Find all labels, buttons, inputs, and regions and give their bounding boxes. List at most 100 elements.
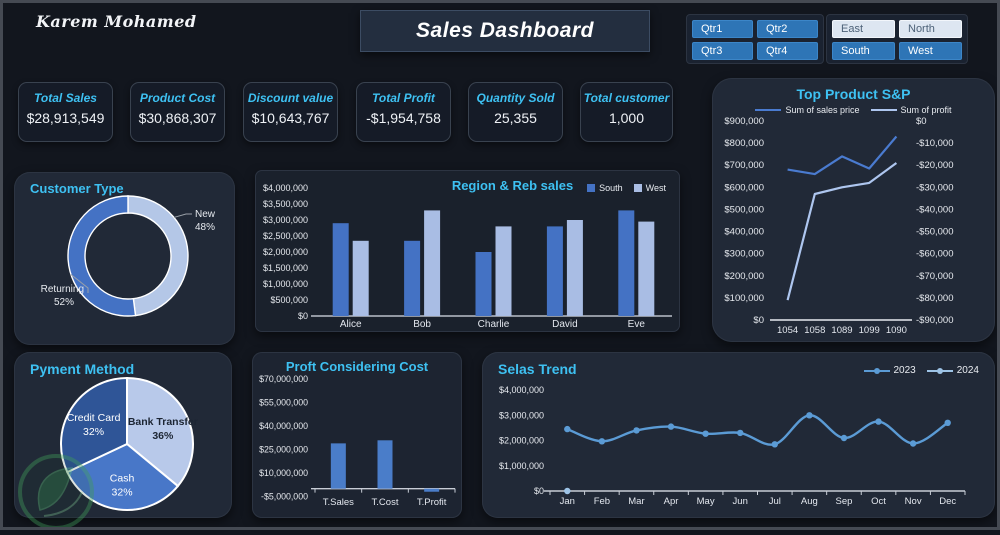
slicer-button-qtr4[interactable]: Qtr4 [757, 42, 818, 60]
category-label: 1099 [859, 325, 880, 336]
legend-swatch [587, 184, 596, 192]
y-axis-labels: $4,000,000 $3,000,000 $2,000,000 $1,000,000… [499, 385, 544, 496]
category-label: T.Cost [372, 497, 399, 508]
legend-label: West [645, 183, 666, 193]
category-label: David [552, 319, 578, 330]
svg-text:New: New [195, 209, 216, 220]
sales-trend-legend: 2023 2024 [863, 365, 979, 376]
slicer-button-qtr2[interactable]: Qtr2 [757, 20, 818, 38]
kpi-label: Product Cost [139, 91, 216, 105]
svg-text:-$80,000: -$80,000 [916, 293, 954, 304]
category-label: 1058 [804, 325, 825, 336]
svg-text:Credit Card: Credit Card [67, 412, 121, 424]
line-series [787, 135, 898, 176]
top-product-legend: Sum of sales price Sum of profit [712, 105, 995, 115]
category-label: T.Sales [323, 497, 354, 508]
kpi-card-total-profit: Total Profit -$1,954,758 [356, 82, 451, 142]
category-label: Jul [769, 496, 781, 507]
category-label: Mar [628, 496, 644, 507]
payment-method-title: Pyment Method [30, 361, 135, 377]
bar [424, 488, 440, 492]
svg-text:$300,000: $300,000 [724, 249, 764, 260]
kpi-card-quantity-sold: Quantity Sold 25,355 [468, 82, 563, 142]
top-product-title: Top Product S&P [796, 86, 911, 102]
svg-text:$1,000,000: $1,000,000 [263, 279, 308, 289]
legend-label: Sum of profit [900, 105, 952, 115]
svg-text:$25,000,000: $25,000,000 [259, 445, 308, 455]
data-point [840, 434, 848, 442]
category-label: Aug [801, 496, 818, 507]
left-axis-labels: $900,000 $800,000 $700,000 $600,000 $500,000… [724, 116, 764, 326]
slicer-button-west[interactable]: West [899, 42, 962, 60]
profit-cost-bar-chart: $70,000,000 $55,000,000 $40,000,000 $25,000… [259, 374, 456, 508]
slicer-button-south[interactable]: South [832, 42, 895, 60]
kpi-label: Total Profit [372, 91, 435, 105]
customer-type-title: Customer Type [30, 181, 124, 196]
svg-text:-$60,000: -$60,000 [916, 249, 954, 260]
svg-text:$1,500,000: $1,500,000 [263, 263, 308, 273]
svg-text:$4,000,000: $4,000,000 [499, 385, 544, 395]
line-series [566, 414, 949, 446]
slicer-button-north[interactable]: North [899, 20, 962, 38]
svg-text:-$30,000: -$30,000 [916, 182, 954, 193]
author-signature: Karem Mohamed [36, 12, 197, 31]
legend-item: Sum of profit [870, 105, 952, 115]
legend-item: South [587, 183, 623, 193]
kpi-card-discount-value: Discount value $10,643,767 [243, 82, 338, 142]
data-point [771, 441, 778, 448]
slicer-button-qtr3[interactable]: Qtr3 [692, 42, 753, 60]
bar [332, 223, 349, 316]
region-sales-panel: Region & Reb sales South West $4,000,000 $… [255, 170, 680, 332]
svg-text:$0: $0 [753, 315, 764, 326]
svg-text:$2,500,000: $2,500,000 [263, 231, 308, 241]
svg-text:32%: 32% [112, 486, 133, 498]
category-label: Charlie [478, 319, 510, 330]
category-label: 1089 [831, 325, 852, 336]
data-point [944, 419, 951, 426]
svg-text:$70,000,000: $70,000,000 [259, 374, 308, 384]
svg-text:$200,000: $200,000 [724, 271, 764, 282]
bar [566, 220, 583, 316]
svg-text:$0: $0 [534, 486, 544, 496]
data-point [875, 418, 882, 425]
svg-text:-$50,000: -$50,000 [916, 227, 954, 238]
category-label: Sep [836, 496, 853, 507]
category-label: Oct [871, 496, 886, 507]
bar [330, 443, 346, 489]
svg-text:$500,000: $500,000 [270, 295, 308, 305]
kpi-card-total-sales: Total Sales $28,913,549 [18, 82, 113, 142]
data-point [909, 440, 917, 447]
category-label: Jun [733, 496, 748, 507]
slicer-button-east[interactable]: East [832, 20, 895, 38]
bar [377, 440, 393, 489]
slicer-button-qtr1[interactable]: Qtr1 [692, 20, 753, 38]
svg-text:$3,500,000: $3,500,000 [263, 199, 308, 209]
svg-text:$10,000,000: $10,000,000 [259, 468, 308, 478]
bars [332, 210, 655, 316]
kpi-card-total-customer: Total customer 1,000 [580, 82, 673, 142]
profit-cost-title: Proft Considering Cost [285, 359, 429, 374]
legend-swatch [633, 184, 642, 192]
data-point [564, 487, 571, 495]
legend-line-icon [863, 367, 890, 374]
customer-type-panel: Customer Type New 48% Returning 52% [14, 172, 235, 345]
svg-text:$600,000: $600,000 [724, 182, 764, 193]
category-label: Jan [560, 496, 575, 507]
legend-item: 2024 [926, 365, 979, 376]
category-label: Eve [628, 319, 646, 330]
svg-text:-$70,000: -$70,000 [916, 271, 954, 282]
svg-text:$400,000: $400,000 [724, 227, 764, 238]
kpi-label: Total Sales [34, 91, 97, 105]
svg-text:$3,000,000: $3,000,000 [263, 215, 308, 225]
data-point [598, 438, 606, 445]
legend-label: South [599, 183, 623, 193]
kpi-value: $30,868,307 [138, 110, 217, 126]
svg-text:$2,000,000: $2,000,000 [499, 436, 544, 446]
category-label: 1054 [777, 325, 798, 336]
bar [546, 226, 563, 316]
y-axis-labels: $4,000,000 $3,500,000 $3,000,000 $2,500,000… [263, 183, 308, 321]
category-label: Bob [413, 319, 431, 330]
svg-text:Bank Transfer: Bank Transfer [128, 416, 198, 428]
bar [404, 240, 421, 316]
region-chart-legend: South West [587, 183, 666, 193]
